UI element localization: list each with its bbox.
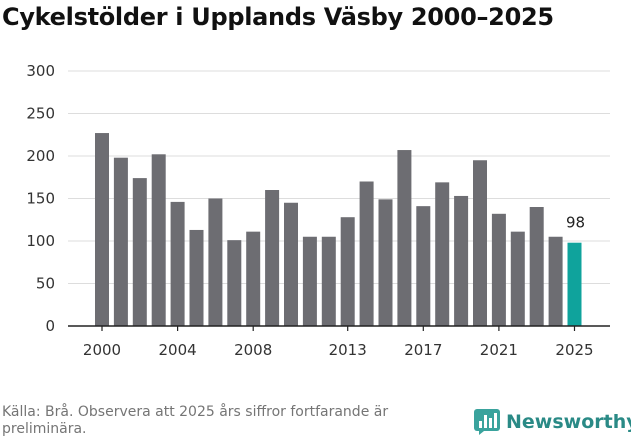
bar-2016	[397, 150, 412, 326]
bar-2009	[265, 190, 280, 326]
x-tick-label: 2025	[555, 341, 593, 359]
bar-2017	[416, 206, 431, 326]
bar-2014	[359, 181, 374, 326]
bar-2005	[189, 229, 204, 326]
axes: 0 50 100 150 200 250 300 2000 2004 2008 2013 2017 20…	[26, 62, 610, 359]
x-tick-label: 2000	[83, 341, 121, 359]
bar-2022	[510, 231, 525, 326]
y-tick-label: 100	[26, 232, 55, 250]
bar-2006	[208, 198, 223, 326]
bar-2011	[302, 236, 317, 326]
bar-2019	[454, 195, 469, 326]
bar-2013	[340, 217, 355, 326]
source-note: Källa: Brå. Observera att 2025 års siffr…	[2, 404, 389, 437]
bar-2004	[170, 201, 185, 326]
x-tick-label: 2008	[234, 341, 272, 359]
bar-2021	[491, 213, 506, 326]
bar-2012	[321, 236, 336, 326]
x-tick-label: 2021	[480, 341, 518, 359]
bar-2002	[132, 178, 147, 326]
bar-2007	[227, 240, 242, 326]
bars	[95, 133, 582, 326]
bar-chart-icon	[474, 409, 500, 435]
y-tick-label: 250	[26, 105, 55, 123]
bar-2001	[113, 157, 128, 326]
data-labels: 98	[566, 214, 585, 232]
bar-chart: 0 50 100 150 200 250 300 2000 2004 2008 2013 2017 20…	[26, 62, 610, 359]
gridlines	[68, 70, 610, 284]
bar-2008	[246, 231, 261, 326]
bar-2018	[435, 182, 450, 326]
bar-2025	[567, 242, 582, 326]
x-tick-label: 2013	[329, 341, 367, 359]
x-tick-label: 2004	[159, 341, 197, 359]
bar-2015	[378, 199, 393, 326]
bar-2023	[529, 207, 544, 326]
bar-2010	[284, 202, 298, 326]
bar-2003	[151, 154, 166, 326]
data-label-2025: 98	[566, 214, 585, 232]
chart-title: Cykelstölder i Upplands Väsby 2000–2025	[2, 3, 554, 31]
y-tick-label: 200	[26, 147, 55, 165]
brand-name: Newsworthy	[506, 411, 631, 433]
y-tick-label: 0	[45, 317, 55, 335]
newsworthy-logo: Newsworthy	[474, 406, 631, 438]
y-tick-label: 50	[36, 275, 55, 293]
bar-2000	[95, 133, 109, 326]
y-tick-label: 150	[26, 190, 55, 208]
bar-2024	[548, 236, 563, 326]
bar-2020	[473, 160, 487, 326]
x-tick-label: 2017	[404, 341, 442, 359]
y-tick-label: 300	[26, 62, 55, 80]
